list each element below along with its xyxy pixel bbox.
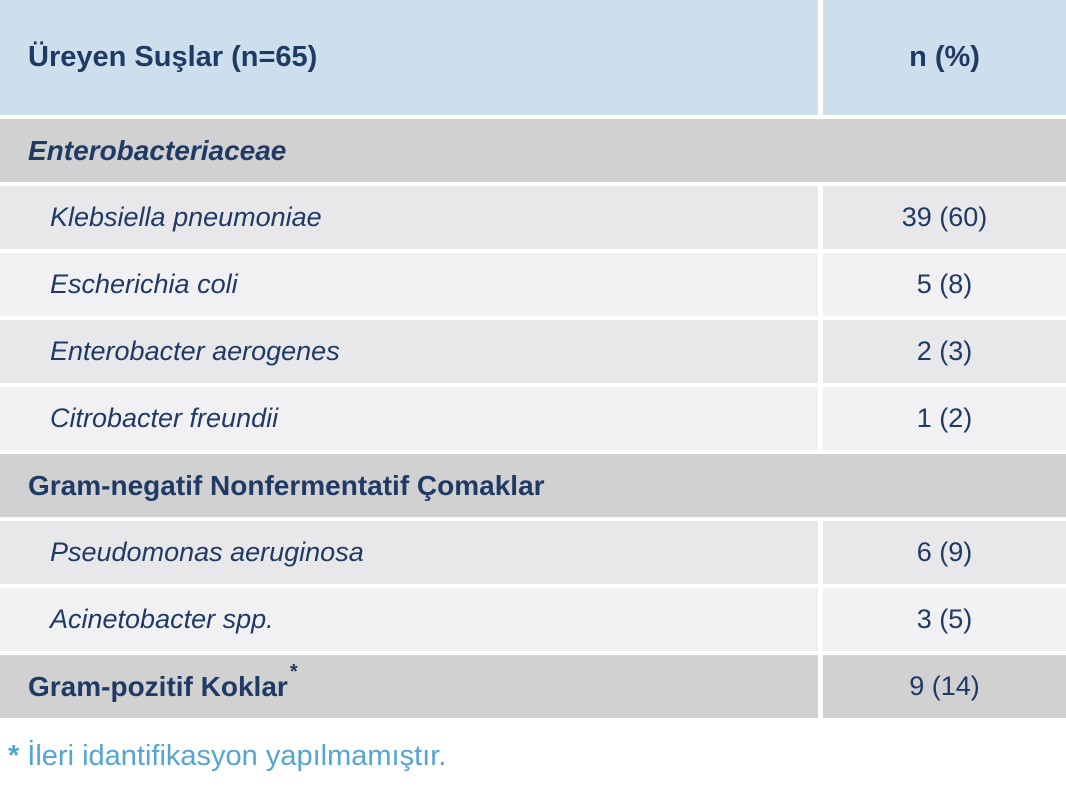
- table-row-gram-pozitif: Gram-pozitif Koklar * 9 (14): [0, 655, 1066, 718]
- header-strains-cell: Üreyen Suşlar (n=65): [0, 0, 818, 115]
- section-cell: Enterobacteriaceae: [0, 119, 1066, 182]
- section-label: Gram-negatif Nonfermentatif Çomaklar: [28, 469, 545, 501]
- value-cell: 9 (14): [823, 655, 1066, 718]
- value-label: 5 (8): [916, 269, 973, 299]
- section-row-enterobacteriaceae: Enterobacteriaceae: [0, 119, 1066, 182]
- table-header-row: Üreyen Suşlar (n=65) n (%): [0, 0, 1066, 115]
- value-label: 39 (60): [901, 202, 988, 232]
- value-cell: 6 (9): [823, 521, 1066, 584]
- value-cell: 1 (2): [823, 387, 1066, 450]
- table-row-citrobacter: Citrobacter freundii 1 (2): [0, 387, 1066, 450]
- value-label: 1 (2): [916, 403, 973, 433]
- species-label: Citrobacter freundii: [50, 403, 279, 433]
- value-label: 3 (5): [916, 604, 973, 634]
- species-label: Enterobacter aerogenes: [50, 336, 340, 366]
- footnote: * İleri idantifikasyon yapılmamıştır.: [0, 740, 1066, 773]
- header-strains-label: Üreyen Suşlar (n=65): [28, 41, 318, 73]
- species-label: Klebsiella pneumoniae: [50, 202, 322, 232]
- table-row-escherichia: Escherichia coli 5 (8): [0, 253, 1066, 316]
- footnote-asterisk: *: [8, 740, 20, 772]
- footnote-text: İleri idantifikasyon yapılmamıştır.: [27, 740, 447, 772]
- species-cell: Klebsiella pneumoniae: [0, 186, 818, 249]
- value-cell: 2 (3): [823, 320, 1066, 383]
- value-label: 6 (9): [916, 537, 973, 567]
- header-count-cell: n (%): [823, 0, 1066, 115]
- strains-table: Üreyen Suşlar (n=65) n (%) Enterobacteri…: [0, 0, 1066, 718]
- value-cell: 39 (60): [823, 186, 1066, 249]
- table-row-klebsiella: Klebsiella pneumoniae 39 (60): [0, 186, 1066, 249]
- section-cell: Gram-negatif Nonfermentatif Çomaklar: [0, 454, 1066, 517]
- section-value-cell: Gram-pozitif Koklar *: [0, 655, 818, 718]
- section-label: Gram-pozitif Koklar: [28, 670, 288, 702]
- header-count-label: n (%): [909, 41, 980, 73]
- species-cell: Escherichia coli: [0, 253, 818, 316]
- value-cell: 5 (8): [823, 253, 1066, 316]
- species-cell: Citrobacter freundii: [0, 387, 818, 450]
- section-label: Enterobacteriaceae: [28, 134, 287, 166]
- species-cell: Enterobacter aerogenes: [0, 320, 818, 383]
- value-label: 2 (3): [916, 336, 973, 366]
- table-row-enterobacter: Enterobacter aerogenes 2 (3): [0, 320, 1066, 383]
- species-label: Pseudomonas aeruginosa: [50, 537, 364, 567]
- species-label: Escherichia coli: [50, 269, 238, 299]
- species-cell: Pseudomonas aeruginosa: [0, 521, 818, 584]
- species-cell: Acinetobacter spp.: [0, 588, 818, 651]
- asterisk-superscript: *: [289, 661, 298, 683]
- table-row-acinetobacter: Acinetobacter spp. 3 (5): [0, 588, 1066, 651]
- table-row-pseudomonas: Pseudomonas aeruginosa 6 (9): [0, 521, 1066, 584]
- value-label: 9 (14): [909, 671, 980, 701]
- species-label: Acinetobacter spp.: [50, 604, 274, 634]
- value-cell: 3 (5): [823, 588, 1066, 651]
- section-row-gram-negatif: Gram-negatif Nonfermentatif Çomaklar: [0, 454, 1066, 517]
